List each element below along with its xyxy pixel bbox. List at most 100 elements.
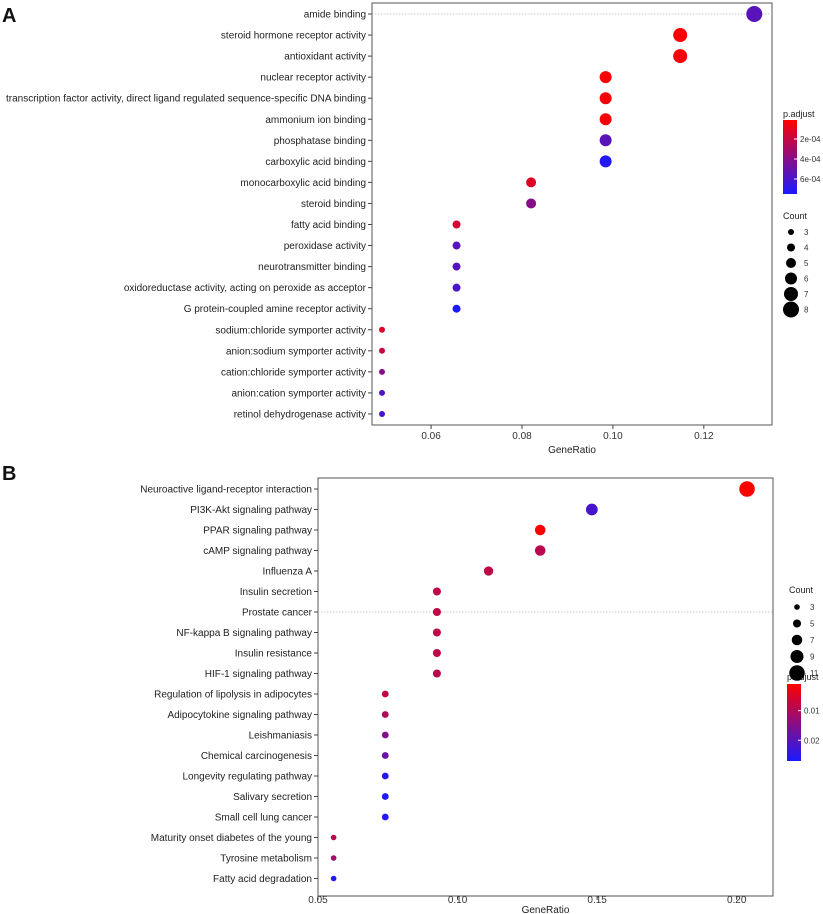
x-axis-title: GeneRatio bbox=[548, 445, 596, 456]
color-legend-bar bbox=[787, 684, 801, 761]
data-point bbox=[673, 28, 688, 43]
size-legend-label: 7 bbox=[810, 636, 815, 645]
data-point bbox=[599, 113, 612, 126]
y-tick-label: HIF-1 signaling pathway bbox=[205, 669, 312, 680]
color-legend-label: 2e-04 bbox=[800, 135, 821, 144]
data-point bbox=[452, 262, 461, 271]
data-point bbox=[452, 283, 461, 292]
y-tick-label: monocarboxylic acid binding bbox=[240, 178, 366, 189]
panel-letter: B bbox=[2, 463, 16, 485]
data-point bbox=[452, 241, 461, 250]
x-tick-label: 0.10 bbox=[448, 895, 468, 906]
data-point bbox=[330, 834, 337, 841]
y-tick-label: cation:chloride symporter activity bbox=[221, 367, 366, 378]
x-tick-label: 0.06 bbox=[421, 431, 441, 442]
y-tick-label: steroid binding bbox=[301, 199, 366, 210]
y-tick-label: anion:cation symporter activity bbox=[231, 388, 366, 399]
y-tick-label: Neuroactive ligand-receptor interaction bbox=[140, 485, 312, 496]
y-tick-label: anion:sodium symporter activity bbox=[226, 346, 366, 357]
data-point bbox=[585, 503, 598, 516]
y-tick-label: Maturity onset diabetes of the young bbox=[151, 833, 312, 844]
size-legend-label: 9 bbox=[810, 653, 815, 662]
size-legend-label: 11 bbox=[810, 669, 819, 678]
y-tick-label: Prostate cancer bbox=[242, 608, 313, 619]
size-legend-dot bbox=[790, 649, 804, 664]
data-point bbox=[381, 752, 389, 759]
color-legend-label: 6e-04 bbox=[800, 175, 821, 184]
y-tick-label: Insulin secretion bbox=[240, 587, 312, 598]
size-legend-dot bbox=[794, 604, 800, 610]
x-tick-label: 0.12 bbox=[694, 431, 714, 442]
y-tick-label: Adipocytokine signaling pathway bbox=[167, 710, 312, 721]
size-legend-title: Count bbox=[783, 211, 808, 221]
data-point bbox=[534, 524, 546, 536]
x-tick-label: 0.20 bbox=[727, 895, 747, 906]
data-point bbox=[381, 690, 389, 698]
y-tick-label: Salivary secretion bbox=[233, 792, 312, 803]
x-tick-label: 0.05 bbox=[308, 895, 328, 906]
y-tick-label: peroxidase activity bbox=[284, 241, 366, 252]
y-tick-label: Tyrosine metabolism bbox=[220, 854, 312, 865]
color-legend-bar bbox=[783, 120, 797, 194]
size-legend-dot bbox=[786, 258, 796, 268]
size-legend-label: 6 bbox=[804, 275, 809, 284]
x-tick-label: 0.08 bbox=[512, 431, 532, 442]
data-point bbox=[379, 347, 385, 354]
y-tick-label: NF-kappa B signaling pathway bbox=[176, 628, 312, 639]
color-legend-title: p.adjust bbox=[783, 109, 815, 119]
data-point bbox=[379, 326, 385, 333]
data-point bbox=[526, 177, 537, 188]
y-tick-label: oxidoreductase activity, acting on perox… bbox=[124, 283, 367, 294]
data-point bbox=[381, 793, 389, 800]
size-legend-label: 3 bbox=[804, 228, 809, 237]
panel-b: B Neuroactive ligand-receptor interaction… bbox=[2, 463, 820, 914]
y-tick-label: PPAR signaling pathway bbox=[203, 526, 312, 537]
size-legend-dot bbox=[784, 287, 798, 301]
data-point bbox=[452, 304, 461, 313]
size-legend-dot bbox=[789, 665, 805, 681]
data-point bbox=[379, 368, 385, 375]
y-tick-label: ammonium ion binding bbox=[265, 115, 366, 126]
y-tick-label: Small cell lung cancer bbox=[215, 813, 313, 824]
size-legend-dot bbox=[792, 619, 802, 628]
data-point bbox=[432, 628, 441, 637]
y-tick-label: Longevity regulating pathway bbox=[182, 772, 312, 783]
data-point bbox=[526, 198, 537, 209]
y-tick-label: Regulation of lipolysis in adipocytes bbox=[154, 690, 312, 701]
data-point bbox=[746, 6, 763, 22]
data-point bbox=[739, 481, 755, 497]
color-legend-label: 4e-04 bbox=[800, 155, 821, 164]
size-legend-label: 7 bbox=[804, 290, 809, 299]
x-axis-title: GeneRatio bbox=[522, 905, 570, 914]
data-point bbox=[381, 813, 389, 821]
y-tick-label: transcription factor activity, direct li… bbox=[6, 94, 366, 105]
data-point bbox=[381, 772, 389, 780]
data-point bbox=[599, 71, 612, 84]
plot-frame bbox=[317, 477, 774, 897]
plot-frame bbox=[371, 2, 773, 426]
color-legend-label: 0.02 bbox=[804, 736, 820, 745]
size-legend-dot bbox=[785, 272, 797, 285]
y-tick-label: Fatty acid degradation bbox=[213, 874, 312, 885]
y-tick-label: amide binding bbox=[304, 10, 366, 21]
y-tick-label: retinol dehydrogenase activity bbox=[234, 409, 366, 420]
data-point bbox=[330, 875, 337, 882]
data-point bbox=[432, 648, 441, 658]
size-legend-label: 4 bbox=[804, 244, 809, 253]
y-tick-label: phosphatase binding bbox=[274, 136, 366, 147]
data-point bbox=[483, 566, 494, 576]
x-tick-label: 0.15 bbox=[587, 895, 607, 906]
size-legend-dot bbox=[787, 243, 795, 252]
size-legend-label: 5 bbox=[804, 259, 809, 268]
data-point bbox=[599, 92, 612, 105]
data-point bbox=[381, 731, 389, 739]
y-tick-label: Insulin resistance bbox=[235, 649, 313, 660]
data-point bbox=[432, 587, 441, 596]
size-legend-dot bbox=[788, 229, 794, 235]
x-tick-label: 0.10 bbox=[603, 431, 623, 442]
y-tick-label: sodium:chloride symporter activity bbox=[215, 325, 366, 336]
size-legend-title: Count bbox=[789, 585, 814, 595]
y-tick-label: nuclear receptor activity bbox=[260, 73, 366, 84]
